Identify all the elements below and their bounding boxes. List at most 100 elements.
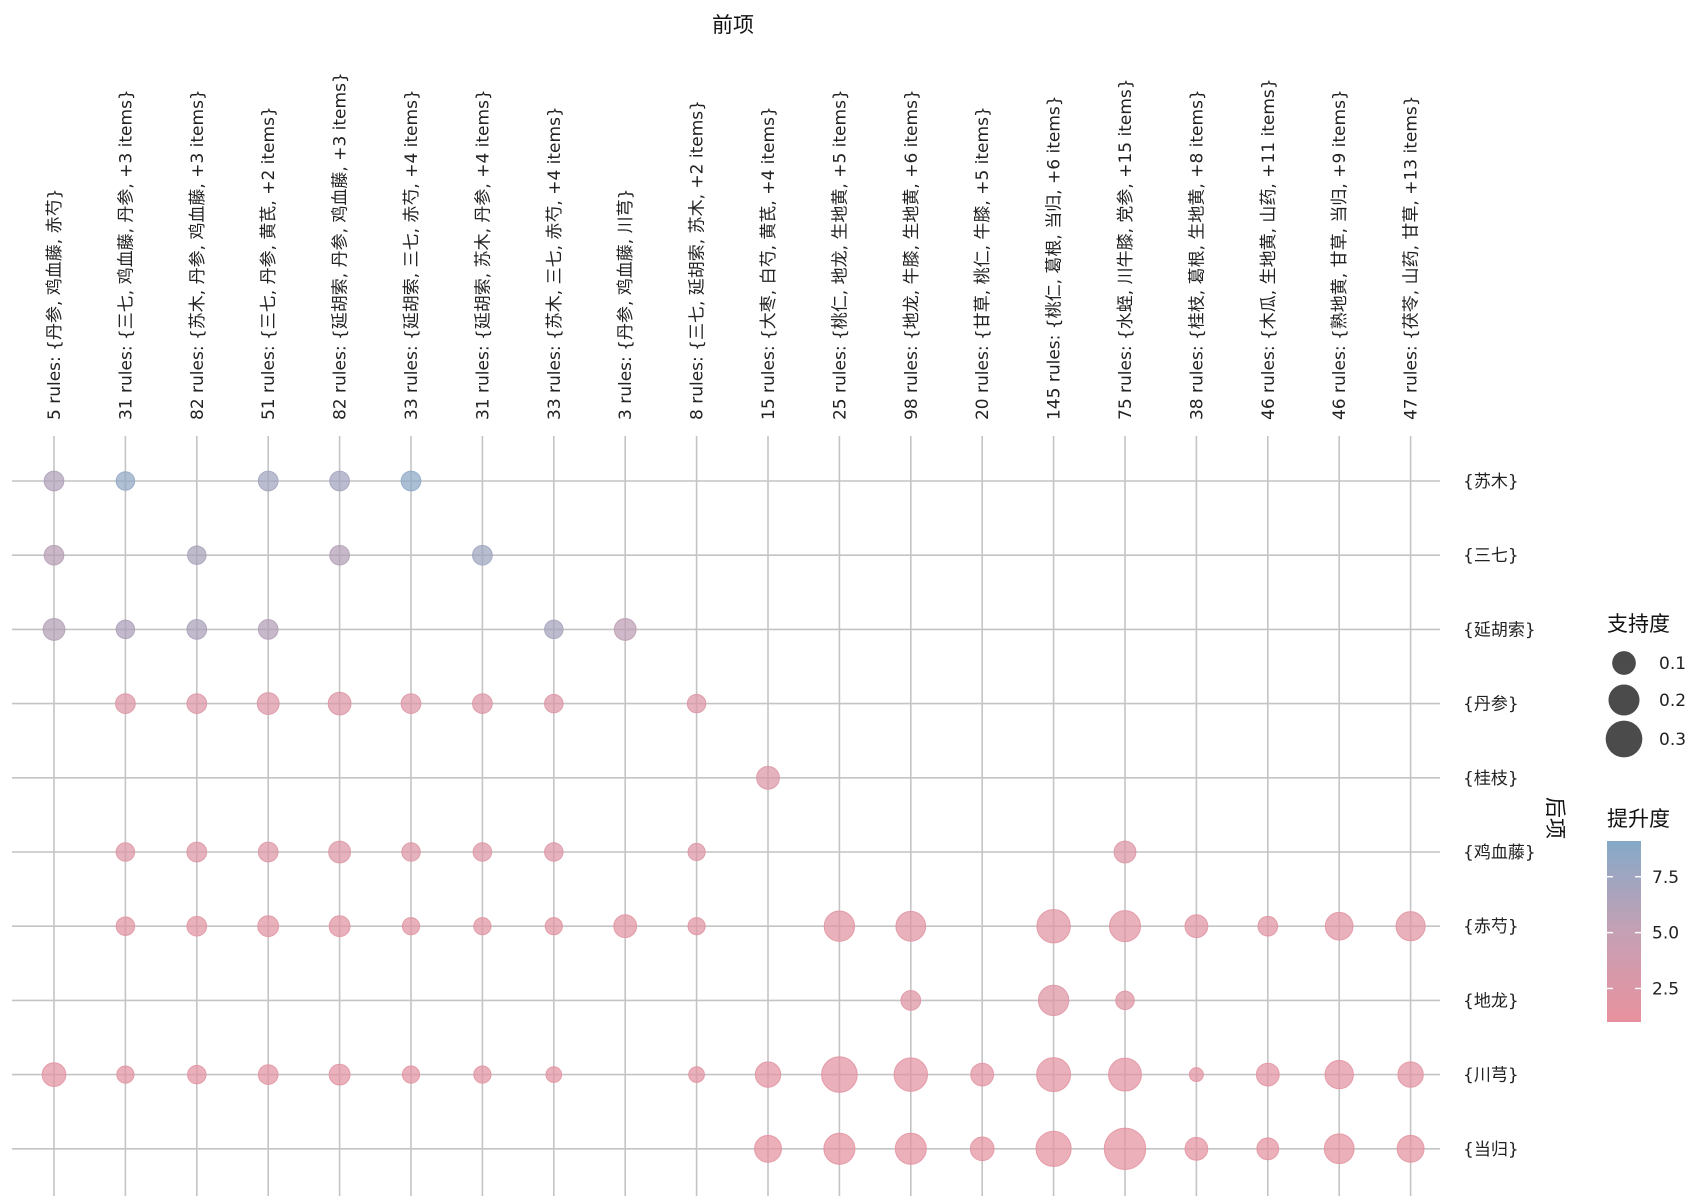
x-tick-label: 82 rules: {苏木, 丹参, 鸡血藤, +3 items} bbox=[188, 89, 208, 420]
rule-point bbox=[613, 914, 638, 939]
rule-point bbox=[43, 544, 65, 566]
rule-point bbox=[401, 1065, 421, 1084]
color-legend-label: 7.5 bbox=[1652, 868, 1679, 888]
x-tick-label: 25 rules: {桃仁, 地龙, 生地黄, +5 items} bbox=[830, 89, 850, 420]
rule-point bbox=[43, 470, 65, 492]
y-tick-label: {当归} bbox=[1463, 1140, 1519, 1160]
y-tick-label: {川芎} bbox=[1463, 1066, 1519, 1086]
rule-point bbox=[473, 917, 492, 936]
rule-point bbox=[893, 1057, 929, 1092]
rule-point bbox=[688, 1066, 705, 1083]
size-legend-label: 0.3 bbox=[1659, 730, 1686, 750]
rule-point bbox=[895, 910, 927, 942]
rule-point bbox=[256, 692, 280, 716]
x-tick-label: 33 rules: {苏木, 三七, 赤芍, +4 items} bbox=[545, 106, 565, 420]
size-legend-title: 支持度 bbox=[1607, 612, 1670, 636]
rule-point bbox=[115, 916, 136, 936]
x-tick-label: 38 rules: {桂枝, 葛根, 生地黄, +8 items} bbox=[1187, 89, 1207, 420]
rule-point bbox=[115, 471, 136, 491]
x-tick-label: 145 rules: {桃仁, 葛根, 当归, +6 items} bbox=[1045, 95, 1065, 420]
x-tick-label: 46 rules: {熟地黄, 甘草, 当归, +9 items} bbox=[1329, 89, 1350, 420]
rule-point bbox=[1257, 915, 1279, 937]
size-legend-point bbox=[1608, 684, 1640, 716]
rule-point bbox=[472, 842, 493, 862]
rule-point bbox=[1108, 910, 1142, 943]
x-tick-label: 31 rules: {延胡索, 苏木, 丹参, +4 items} bbox=[473, 89, 493, 420]
rule-point bbox=[257, 619, 279, 640]
y-tick-label: {地龙} bbox=[1463, 991, 1519, 1011]
color-legend-title: 提升度 bbox=[1607, 807, 1670, 831]
x-tick-label: 98 rules: {地龙, 牛膝, 生地黄, +6 items} bbox=[902, 89, 922, 420]
rule-point bbox=[42, 617, 66, 641]
rule-point bbox=[327, 691, 352, 716]
rule-point bbox=[1396, 1134, 1425, 1163]
rule-point bbox=[1184, 914, 1209, 939]
rule-point bbox=[187, 545, 207, 565]
color-legend: 提升度 7.5 5.0 2.5 bbox=[1607, 807, 1679, 1022]
x-tick-label: 20 rules: {甘草, 桃仁, 牛膝, +5 items} bbox=[973, 106, 993, 420]
rule-point bbox=[400, 693, 422, 714]
color-legend-label: 5.0 bbox=[1652, 924, 1679, 944]
rule-point bbox=[1324, 911, 1354, 941]
rule-point bbox=[1115, 990, 1135, 1011]
rule-point bbox=[1037, 984, 1070, 1017]
rule-point bbox=[186, 619, 208, 640]
x-tick-label: 33 rules: {延胡索, 三七, 赤芍, +4 items} bbox=[402, 89, 422, 420]
rule-point bbox=[401, 842, 421, 862]
y-tick-label: {三七} bbox=[1463, 546, 1519, 566]
rule-point bbox=[186, 841, 208, 863]
rule-point bbox=[754, 1061, 782, 1088]
x-tick-label: 46 rules: {木瓜, 生地黄, 山药, +11 items} bbox=[1259, 78, 1279, 420]
rule-point bbox=[754, 1134, 782, 1163]
x-tick-label: 47 rules: {茯苓, 山药, 甘草, +13 items} bbox=[1402, 95, 1422, 420]
rule-point bbox=[1113, 840, 1137, 864]
size-legend-point bbox=[1612, 651, 1636, 675]
rule-point bbox=[823, 1132, 856, 1165]
rule-point bbox=[41, 1062, 67, 1087]
x-tick-label: 15 rules: {大枣, 白芍, 黄芪, +4 items} bbox=[759, 106, 779, 420]
y-tick-label: {延胡索} bbox=[1463, 620, 1536, 640]
x-tick-label: 3 rules: {丹参, 鸡血藤, 川芎} bbox=[616, 189, 636, 420]
x-tick-label: 51 rules: {三七, 丹参, 黄芪, +2 items} bbox=[259, 106, 279, 420]
rule-point bbox=[472, 544, 493, 566]
rule-point bbox=[1108, 1057, 1142, 1092]
y-tick-label: {赤芍} bbox=[1463, 917, 1519, 937]
rule-point bbox=[1035, 1130, 1072, 1167]
rule-point bbox=[970, 1062, 995, 1087]
rule-point bbox=[969, 1136, 995, 1162]
rule-point bbox=[115, 693, 136, 714]
rule-point bbox=[1036, 908, 1071, 944]
rule-point bbox=[186, 915, 208, 937]
rule-point bbox=[400, 470, 422, 492]
rule-point bbox=[1188, 1067, 1204, 1083]
rule-point bbox=[116, 1065, 135, 1084]
rule-point bbox=[257, 470, 279, 492]
rule-point bbox=[1255, 1062, 1280, 1087]
rule-point bbox=[544, 842, 564, 862]
rule-point bbox=[1103, 1127, 1147, 1171]
y-tick-label: {桂枝} bbox=[1463, 769, 1519, 789]
y-tick-labels: {苏木} {三七} {延胡索} {丹参} {桂枝} {鸡血藤} {赤芍} {地龙} {川芎} {当… bbox=[1463, 472, 1536, 1160]
rule-point bbox=[328, 915, 351, 938]
rule-point bbox=[1395, 911, 1426, 942]
data-points bbox=[41, 470, 1426, 1171]
rule-point bbox=[1036, 1057, 1072, 1093]
y-tick-label: {苏木} bbox=[1463, 472, 1519, 492]
rule-point bbox=[894, 1132, 927, 1165]
rule-point bbox=[544, 917, 563, 936]
x-tick-label: 82 rules: {延胡索, 丹参, 鸡血藤, +3 items} bbox=[331, 72, 351, 420]
y-tick-label: {丹参} bbox=[1463, 695, 1519, 715]
size-legend: 支持度 0.1 0.2 0.3 bbox=[1605, 612, 1686, 758]
rule-point bbox=[328, 840, 352, 864]
rule-point bbox=[329, 470, 350, 492]
y-tick-label: {鸡血藤} bbox=[1463, 843, 1536, 863]
rule-point bbox=[687, 917, 706, 936]
rule-point bbox=[187, 1064, 207, 1085]
rule-point bbox=[686, 693, 707, 714]
color-legend-bar bbox=[1607, 841, 1641, 1022]
grid bbox=[12, 436, 1440, 1196]
rule-point bbox=[329, 544, 350, 566]
color-legend-label: 2.5 bbox=[1652, 979, 1679, 999]
x-tick-label: 8 rules: {三七, 延胡索, 苏木, +2 items} bbox=[688, 100, 708, 420]
